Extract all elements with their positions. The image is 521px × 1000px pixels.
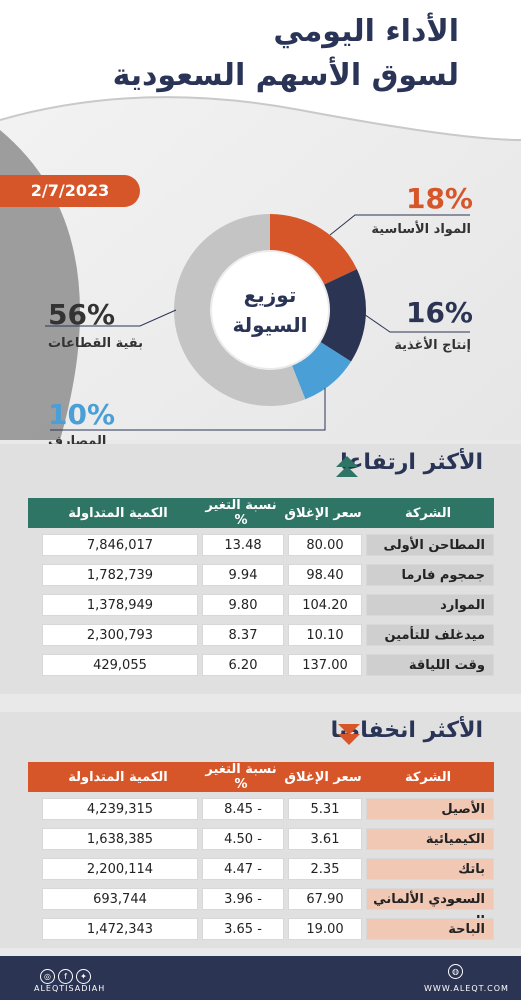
falling-title: الأكثر انخفاضا	[330, 718, 483, 743]
table-row: جمجوم فارما 98.40 9.94 1,782,739	[28, 562, 494, 588]
col-volume: الكمية المتداولة	[68, 769, 168, 785]
falling-table: الشركة سعر الإغلاق نسبة التغير % الكمية …	[28, 762, 494, 942]
segment-pct-others: 56%	[48, 298, 116, 331]
rising-title: الأكثر ارتفاعا	[340, 450, 483, 475]
cell-change: 9.94	[202, 564, 284, 586]
table-row: السعودي الألماني الصحية67.90- 3.96693,74…	[28, 886, 494, 929]
cell-close: 80.00	[288, 534, 362, 556]
table-row: ميدغلف للتأمين 10.10 8.37 2,300,793	[28, 622, 494, 648]
cell-volume: 1,638,385	[42, 828, 198, 850]
footer-bar: ◎ f ✦ ALEQTISADIAH ◍ WWW.ALEQT.COM	[0, 956, 521, 1000]
header-background	[0, 0, 521, 440]
footer-handle: ALEQTISADIAH	[34, 984, 106, 993]
cell-company: السعودي الألماني الصحية	[366, 888, 494, 929]
cell-company: وقت اللياقة	[366, 654, 494, 676]
instagram-icon[interactable]: ◎	[40, 969, 55, 984]
table-row: الباحة 19.00- 3.65 1,472,343	[28, 916, 494, 942]
cell-change: 6.20	[202, 654, 284, 676]
cell-close: 19.00	[288, 918, 362, 940]
cell-change: - 3.96	[202, 888, 284, 910]
table-row: الموارد 104.20 9.80 1,378,949	[28, 592, 494, 618]
cell-close: 5.31	[288, 798, 362, 820]
cell-close: 10.10	[288, 624, 362, 646]
cell-change: - 4.50	[202, 828, 284, 850]
donut-slice-banks	[292, 342, 352, 400]
page-title-line1: الأداء اليومي	[273, 14, 459, 49]
cell-close: 137.00	[288, 654, 362, 676]
segment-label-materials: المواد الأساسية	[371, 222, 471, 237]
cell-company: الأصيل	[366, 798, 494, 820]
rising-table: الشركة سعر الإغلاق نسبة التغير % الكمية …	[28, 498, 494, 678]
cell-change: 13.48	[202, 534, 284, 556]
social-icons: ◎ f ✦	[40, 964, 94, 984]
cell-volume: 1,472,343	[42, 918, 198, 940]
cell-close: 98.40	[288, 564, 362, 586]
donut-slice-food	[320, 269, 366, 362]
segment-pct-materials: 18%	[405, 182, 473, 215]
cell-company: الموارد	[366, 594, 494, 616]
twitter-icon[interactable]: ✦	[76, 969, 91, 984]
cell-company: الباحة	[366, 918, 494, 940]
date-badge: 2/7/2023	[0, 175, 140, 207]
up-arrow-icon	[336, 456, 358, 477]
table-row: الأصيل 5.31- 8.45 4,239,315	[28, 796, 494, 822]
col-close: سعر الإغلاق	[284, 769, 362, 785]
cell-volume: 4,239,315	[42, 798, 198, 820]
cell-volume: 1,378,949	[42, 594, 198, 616]
col-volume: الكمية المتداولة	[68, 505, 168, 521]
facebook-icon[interactable]: f	[58, 969, 73, 984]
cell-change: 9.80	[202, 594, 284, 616]
segment-pct-food: 16%	[405, 296, 473, 329]
cell-volume: 2,200,114	[42, 858, 198, 880]
cell-company: باتك	[366, 858, 494, 880]
falling-table-header: الشركة سعر الإغلاق نسبة التغير % الكمية …	[28, 762, 494, 792]
rising-table-header: الشركة سعر الإغلاق نسبة التغير % الكمية …	[28, 498, 494, 528]
col-company: الشركة	[404, 505, 452, 521]
table-row: المطاحن الأولى 80.00 13.48 7,846,017	[28, 532, 494, 558]
cell-close: 67.90	[288, 888, 362, 910]
col-change: نسبة التغير %	[205, 762, 277, 792]
segment-label-others: بقية القطاعات	[48, 336, 144, 351]
cell-volume: 693,744	[42, 888, 198, 910]
liquidity-donut-chart: توزيع السيولة	[174, 214, 366, 406]
cell-change: 8.37	[202, 624, 284, 646]
table-row: وقت اللياقة 137.00 6.20 429,055	[28, 652, 494, 678]
cell-company: جمجوم فارما	[366, 564, 494, 586]
donut-center-line2: السيولة	[232, 313, 307, 337]
donut-slice-others	[174, 214, 306, 406]
cell-company: ميدغلف للتأمين	[366, 624, 494, 646]
col-company: الشركة	[404, 769, 452, 785]
leader-lines	[45, 214, 470, 431]
cell-change: - 4.47	[202, 858, 284, 880]
page-title-line2: لسوق الأسهم السعودية	[112, 58, 459, 93]
col-close: سعر الإغلاق	[284, 505, 362, 521]
donut-center-line1: توزيع	[244, 283, 297, 307]
cell-close: 2.35	[288, 858, 362, 880]
cell-close: 104.20	[288, 594, 362, 616]
cell-volume: 7,846,017	[42, 534, 198, 556]
donut-slice-materials	[270, 214, 357, 285]
cell-close: 3.61	[288, 828, 362, 850]
footer-website[interactable]: WWW.ALEQT.COM	[424, 984, 509, 993]
segment-label-food: إنتاج الأغذية	[394, 338, 471, 353]
cell-volume: 2,300,793	[42, 624, 198, 646]
globe-icon: ◍	[448, 964, 463, 979]
col-change: نسبة التغير %	[205, 498, 277, 528]
cell-change: - 3.65	[202, 918, 284, 940]
table-row: باتك 2.35- 4.47 2,200,114	[28, 856, 494, 882]
down-arrow-icon	[338, 724, 360, 745]
table-row: الكيميائية 3.61- 4.50 1,638,385	[28, 826, 494, 852]
cell-company: المطاحن الأولى	[366, 534, 494, 556]
cell-company: الكيميائية	[366, 828, 494, 850]
cell-volume: 1,782,739	[42, 564, 198, 586]
cell-volume: 429,055	[42, 654, 198, 676]
segment-pct-banks: 10%	[48, 398, 116, 431]
cell-change: - 8.45	[202, 798, 284, 820]
